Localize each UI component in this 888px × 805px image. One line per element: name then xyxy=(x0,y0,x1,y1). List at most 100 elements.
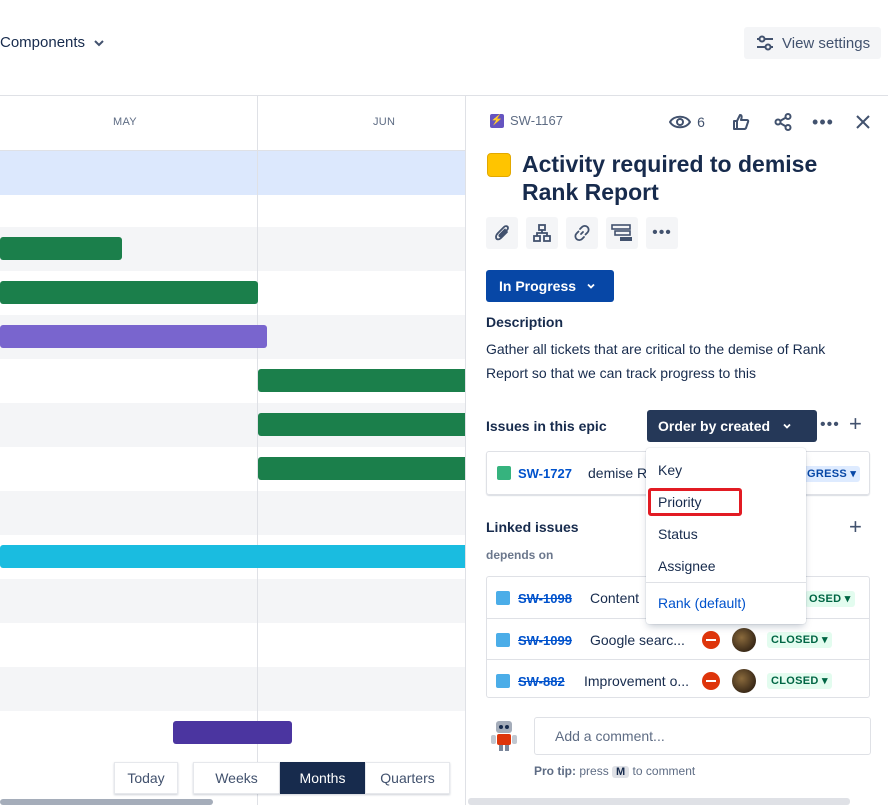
paperclip-icon xyxy=(495,225,509,241)
linked-issue-row[interactable]: SW-1098 Content OSED ▾ xyxy=(487,577,869,618)
timeline-bar[interactable] xyxy=(0,545,465,568)
order-option-status[interactable]: Status xyxy=(658,526,698,542)
linked-issue-row[interactable]: SW-882 Improvement o... CLOSED ▾ xyxy=(487,659,869,700)
linked-issue-key[interactable]: SW-1098 xyxy=(518,591,572,606)
months-button[interactable]: Months xyxy=(280,762,365,794)
hierarchy-icon xyxy=(533,224,551,242)
order-option-assignee[interactable]: Assignee xyxy=(658,558,716,574)
timeline-bar[interactable] xyxy=(258,457,465,480)
components-label: Components xyxy=(0,34,86,51)
more-tools-button[interactable]: ••• xyxy=(646,217,678,249)
timeline-row[interactable] xyxy=(0,623,465,667)
child-issue-button[interactable] xyxy=(526,217,558,249)
header-actions: 6 ••• xyxy=(666,110,875,134)
link-issue-button[interactable] xyxy=(566,217,598,249)
more-horizontal-icon: ••• xyxy=(652,224,672,241)
assignee-avatar[interactable] xyxy=(732,628,756,652)
subtask-icon xyxy=(496,591,510,605)
view-settings-label: View settings xyxy=(782,34,871,52)
epic-issues-more-button[interactable]: ••• xyxy=(820,416,840,434)
timeline-bar[interactable] xyxy=(0,237,122,260)
epic-issue-summary[interactable]: demise R xyxy=(588,465,648,481)
comment-input[interactable]: Add a comment... xyxy=(534,717,871,755)
issues-in-epic-heading: Issues in this epic xyxy=(486,418,607,434)
close-button[interactable] xyxy=(851,110,875,134)
weeks-button[interactable]: Weeks xyxy=(193,762,280,794)
roadmap-icon xyxy=(611,224,632,241)
view-settings-button[interactable]: View settings xyxy=(744,27,881,59)
close-icon xyxy=(856,115,870,129)
plus-icon: + xyxy=(849,411,862,436)
quarters-button[interactable]: Quarters xyxy=(365,762,450,794)
issue-title[interactable]: Activity required to demise Rank Report xyxy=(522,151,818,205)
timeline-scrollbar[interactable] xyxy=(0,799,213,805)
more-actions-button[interactable]: ••• xyxy=(811,110,835,134)
today-button[interactable]: Today xyxy=(114,762,178,794)
user-avatar-robot xyxy=(488,718,520,752)
more-horizontal-icon: ••• xyxy=(820,416,840,433)
issue-key-breadcrumb[interactable]: ⚡ SW-1167 xyxy=(490,113,563,128)
checkbox-icon xyxy=(496,674,510,688)
chevron-down-icon xyxy=(783,423,791,429)
order-by-dropdown[interactable]: Order by created xyxy=(647,410,817,442)
timeline-bar[interactable] xyxy=(258,413,465,436)
status-lozenge[interactable]: CLOSED ▾ xyxy=(767,632,832,648)
issue-key: SW-1167 xyxy=(510,113,563,128)
status-lozenge[interactable]: GRESS ▾ xyxy=(803,466,861,482)
status-dropdown[interactable]: In Progress xyxy=(486,270,614,302)
roadmap-button[interactable] xyxy=(606,217,638,249)
timeline: MAY JUN xyxy=(0,96,465,805)
timeline-row[interactable] xyxy=(0,579,465,623)
assignee-avatar[interactable] xyxy=(732,669,756,693)
status-label: In Progress xyxy=(499,278,577,294)
timeline-row-selected[interactable] xyxy=(0,151,465,195)
month-divider xyxy=(257,96,258,805)
order-by-label: Order by created xyxy=(658,418,771,434)
timeline-bar[interactable] xyxy=(0,325,267,348)
timeline-row[interactable] xyxy=(0,667,465,711)
linked-issue-summary[interactable]: Content xyxy=(590,590,640,606)
pro-tip: Pro tip: press M to comment xyxy=(534,764,696,778)
status-lozenge[interactable]: OSED ▾ xyxy=(805,591,855,607)
status-lozenge[interactable]: CLOSED ▾ xyxy=(767,673,832,689)
timeline-bar[interactable] xyxy=(258,369,465,392)
link-icon xyxy=(574,224,590,242)
subtask-icon xyxy=(496,633,510,647)
linked-issue-summary[interactable]: Google searc... xyxy=(590,632,685,648)
panel-scrollbar[interactable] xyxy=(468,798,850,805)
attach-button[interactable] xyxy=(486,217,518,249)
story-icon xyxy=(497,466,511,480)
order-option-rank-default[interactable]: Rank (default) xyxy=(658,595,746,611)
share-button[interactable] xyxy=(771,110,795,134)
blocker-priority-icon xyxy=(702,672,720,690)
add-linked-issue-button[interactable]: + xyxy=(849,516,862,538)
keyboard-shortcut-key: M xyxy=(612,766,630,778)
timeline-bar[interactable] xyxy=(173,721,292,744)
timeline-bar[interactable] xyxy=(0,281,258,304)
depends-on-label: depends on xyxy=(486,548,554,562)
timeline-row[interactable] xyxy=(0,491,465,535)
linked-issue-key[interactable]: SW-1099 xyxy=(518,633,572,648)
like-button[interactable] xyxy=(729,110,753,134)
components-filter[interactable]: Components xyxy=(0,34,105,51)
top-bar: Components View settings xyxy=(0,0,888,96)
linked-issue-key[interactable]: SW-882 xyxy=(518,674,565,689)
linked-issue-row[interactable]: SW-1099 Google searc... CLOSED ▾ xyxy=(487,618,869,659)
order-option-priority[interactable]: Priority xyxy=(658,494,702,510)
epic-issue-key[interactable]: SW-1727 xyxy=(518,466,572,481)
description-heading: Description xyxy=(486,314,564,330)
description-text[interactable]: Gather all tickets that are critical to … xyxy=(486,341,826,381)
month-header: MAY JUN xyxy=(0,96,465,151)
share-icon xyxy=(774,113,792,131)
menu-divider xyxy=(646,582,806,583)
linked-issue-summary[interactable]: Improvement o... xyxy=(584,673,690,689)
more-horizontal-icon: ••• xyxy=(812,111,834,132)
chevron-down-icon xyxy=(94,39,104,46)
settings-sliders-icon xyxy=(757,35,773,51)
eye-icon xyxy=(669,115,692,129)
add-epic-issue-button[interactable]: + xyxy=(849,411,862,436)
epic-color-swatch xyxy=(487,153,511,177)
order-option-key[interactable]: Key xyxy=(658,462,683,478)
watch-button[interactable]: 6 xyxy=(666,110,708,134)
watchers-count: 6 xyxy=(697,114,705,130)
